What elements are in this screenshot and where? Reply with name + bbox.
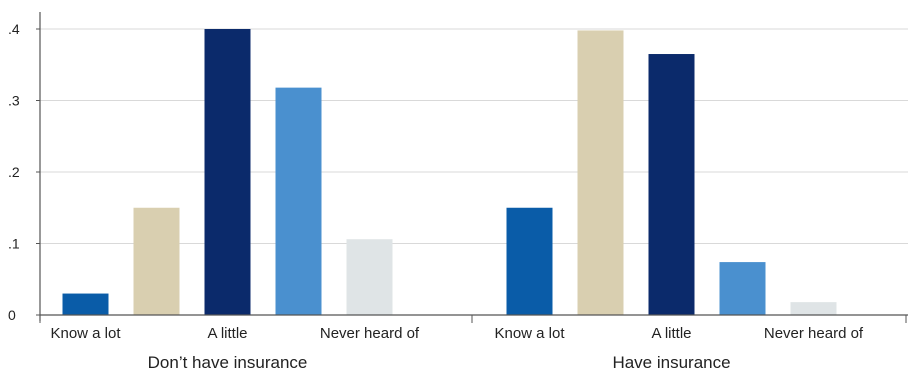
bar: [275, 87, 322, 315]
gridlines: [40, 28, 908, 244]
y-tick-label: .2: [8, 164, 20, 180]
x-category-label: Know a lot: [50, 325, 121, 342]
bar: [346, 239, 393, 315]
y-tick-label: .4: [8, 21, 20, 37]
bar: [648, 54, 695, 316]
labels: 0 .1 .2 .3 .4 Know a lot A little Never heard o…: [8, 21, 864, 372]
bar: [62, 293, 109, 315]
bar: [577, 30, 624, 316]
bar: [133, 207, 180, 315]
bar: [204, 29, 251, 315]
y-tick-label: .1: [8, 236, 20, 252]
group-label: Have insurance: [612, 353, 730, 372]
x-category-label: A little: [207, 325, 247, 342]
axes: [36, 12, 908, 323]
x-category-label: Never heard of: [320, 325, 420, 342]
y-tick-label: .3: [8, 93, 20, 109]
x-category-label: Know a lot: [494, 325, 565, 342]
group-label: Don’t have insurance: [148, 353, 308, 372]
x-category-label: A little: [651, 325, 691, 342]
x-category-label: Never heard of: [764, 325, 864, 342]
bar: [790, 302, 837, 315]
y-tick-label: 0: [8, 307, 16, 323]
bar: [719, 262, 766, 315]
bars: [62, 29, 837, 316]
bar: [506, 207, 553, 315]
